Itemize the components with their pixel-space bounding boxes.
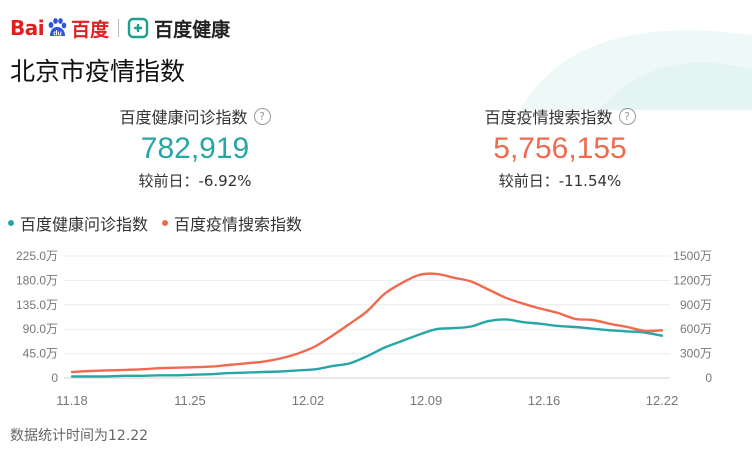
x-tick-label: 11.18 <box>56 393 88 408</box>
baidu-logo-cn: 百度 <box>71 18 110 41</box>
search-index-change: 较前日：-11.54% <box>498 172 622 190</box>
help-icon[interactable]: ? <box>253 107 271 125</box>
health-index-label: 百度健康问诊指数 <box>119 108 248 127</box>
y-right-tick-label: 1500万 <box>673 249 712 263</box>
y-right-tick-label: 900万 <box>680 298 712 312</box>
health-index-change: 较前日：-6.92% <box>138 172 252 190</box>
baidu-du-text: du <box>53 31 62 38</box>
y-right-tick-label: 600万 <box>680 322 712 336</box>
epidemic-index-line-chart: 0 45.0万 90.0万 135.0万 180.0万 225.0万 0 300万 600万 9… <box>16 249 712 408</box>
baidu-health-name: 百度健康 <box>154 18 231 41</box>
legend-label-health: 百度健康问诊指数 <box>20 215 149 234</box>
chart-grid <box>64 255 670 379</box>
search-index-metric: 百度疫情搜索指数 ? 5,756,155 较前日：-11.54% <box>410 104 710 191</box>
data-timestamp: 数据统计时间为12.22 <box>10 428 149 444</box>
y-left-tick-label: 45.0万 <box>23 347 58 361</box>
y-right-tick-label: 0 <box>705 371 712 385</box>
x-tick-label: 12.09 <box>410 393 443 408</box>
health-index-metric: 百度健康问诊指数 ? 782,919 较前日：-6.92% <box>45 104 345 191</box>
legend-dot-search <box>162 220 169 226</box>
x-tick-label: 12.02 <box>292 393 325 408</box>
legend-item-health[interactable]: 百度健康问诊指数 <box>8 211 148 235</box>
search-index-label: 百度疫情搜索指数 <box>484 108 613 127</box>
health-index-value: 782,919 <box>140 132 250 165</box>
health-index-label-row: 百度健康问诊指数 ? <box>119 104 271 128</box>
baidu-logo-text: Bai <box>10 16 45 40</box>
y-left-tick-label: 0 <box>51 371 58 385</box>
y-right-tick-label: 1200万 <box>673 273 712 287</box>
chart-legend: 百度健康问诊指数 百度疫情搜索指数 <box>8 211 302 235</box>
chart-right-axis: 0 300万 600万 900万 1200万 1500万 <box>673 249 712 385</box>
y-left-tick-label: 225.0万 <box>16 249 58 263</box>
y-left-tick-label: 135.0万 <box>16 298 58 312</box>
help-icon[interactable]: ? <box>618 107 636 125</box>
baidu-health-icon <box>127 17 149 39</box>
chart-left-axis: 0 45.0万 90.0万 135.0万 180.0万 225.0万 <box>16 249 58 385</box>
legend-label-search: 百度疫情搜索指数 <box>174 215 303 234</box>
y-left-tick-label: 90.0万 <box>23 322 58 336</box>
chart-x-axis: 11.18 11.25 12.02 12.09 12.16 12.22 <box>56 393 678 408</box>
brand-divider <box>118 19 120 37</box>
legend-item-search[interactable]: 百度疫情搜索指数 <box>162 211 302 235</box>
y-right-tick-label: 300万 <box>680 347 712 361</box>
page-title: 北京市疫情指数 <box>10 57 186 86</box>
baidu-paw-icon: du <box>48 18 67 38</box>
legend-dot-health <box>8 220 14 226</box>
series-line-health <box>70 318 664 378</box>
header-decoration <box>520 30 752 110</box>
x-tick-label: 12.16 <box>528 393 561 408</box>
x-tick-label: 12.22 <box>646 393 679 408</box>
chart-series <box>70 272 664 378</box>
y-left-tick-label: 180.0万 <box>16 273 58 287</box>
series-line-search <box>70 272 664 374</box>
search-index-label-row: 百度疫情搜索指数 ? <box>484 104 636 128</box>
brand-bar: Bai du 百度 百度健康 <box>10 14 230 42</box>
search-index-value: 5,756,155 <box>493 132 627 165</box>
x-tick-label: 11.25 <box>174 393 206 408</box>
